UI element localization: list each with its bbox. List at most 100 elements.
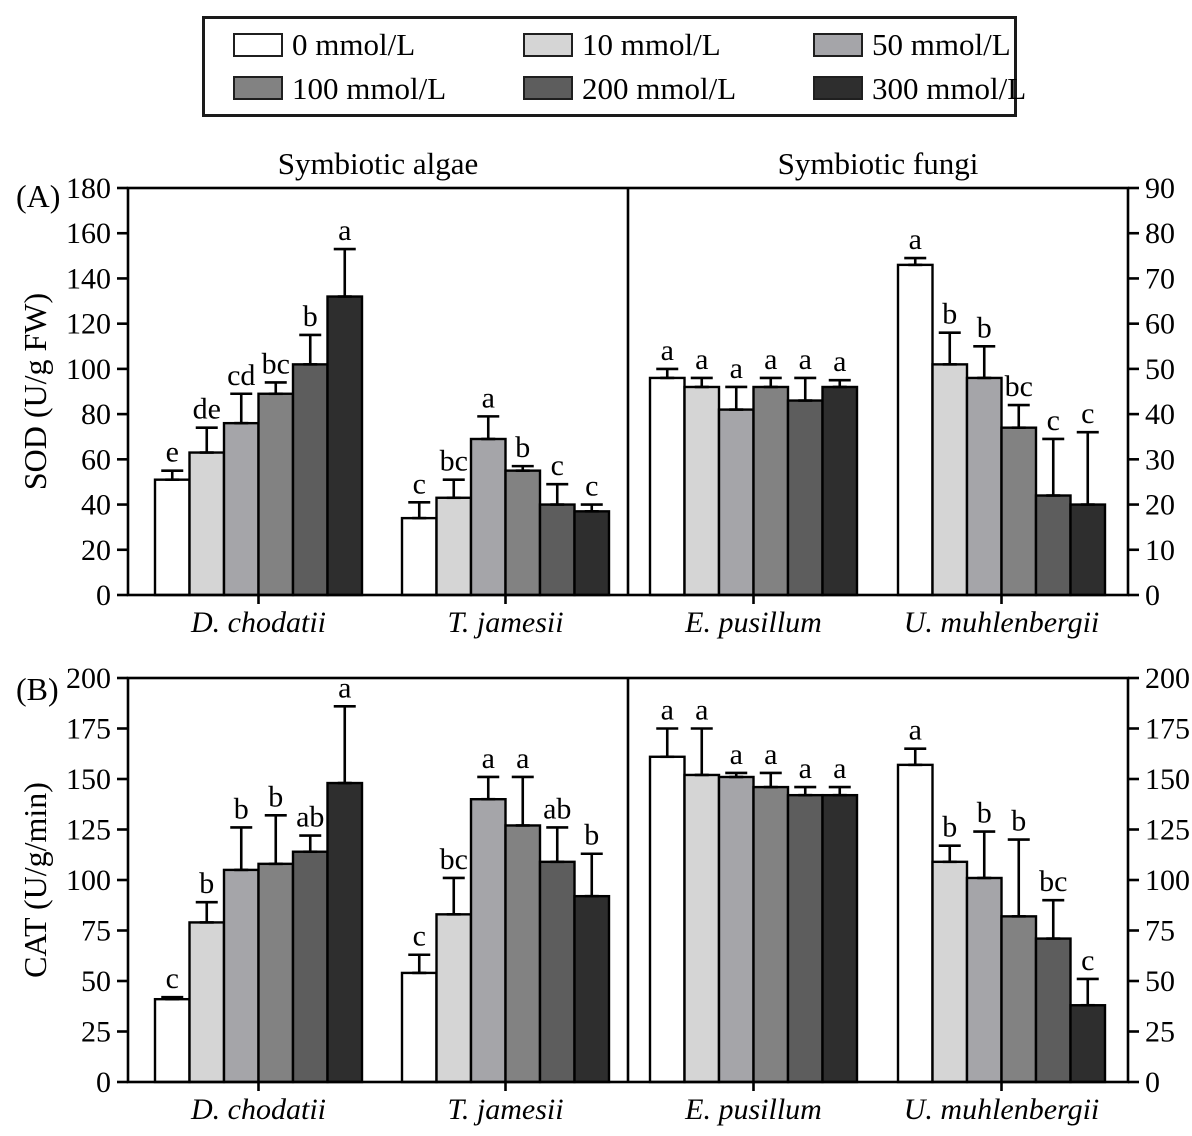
species-label: U. muhlenbergii [904,606,1100,639]
sig-letter: a [661,694,674,727]
y-tick-label-left: 40 [81,489,111,522]
bar [469,798,507,1084]
y-tick-label-left: 100 [66,864,111,897]
sig-letter: a [695,343,708,376]
legend-label: 300 mmol/L [872,70,1027,106]
y-tick-label-left: 180 [66,172,111,205]
sig-letter: ab [543,792,571,825]
sig-letter: c [413,467,426,500]
bar [965,876,1003,1084]
bar [717,408,755,597]
y-tick-label-right: 90 [1145,172,1175,205]
sig-letter: b [942,298,957,331]
section-title: Symbiotic algae [278,146,479,181]
legend-label: 100 mmol/L [292,70,447,106]
sig-letter: bc [1005,370,1033,403]
y-tick-label-right: 100 [1145,864,1190,897]
sig-letter: b [268,780,283,813]
y-tick-label-left: 0 [96,1066,111,1099]
species-label: E. pusillum [684,606,822,639]
y-tick-label-right: 75 [1145,915,1175,948]
bar [752,385,790,597]
sig-letter: a [338,214,351,247]
sig-letter: c [166,962,179,995]
sig-letter: ab [296,801,324,834]
legend-swatch [523,76,573,101]
sig-letter: bc [1039,865,1067,898]
y-tick-label-right: 0 [1145,579,1160,612]
bar [435,496,473,597]
y-tick-label-right: 25 [1145,1016,1175,1049]
bar [222,421,260,597]
bar [1034,494,1072,597]
legend-item: 50 mmol/L [813,29,1026,60]
sig-letter: c [1047,404,1060,437]
y-tick-label-right: 30 [1145,443,1175,476]
bar [400,971,438,1084]
bar [188,921,226,1084]
y-tick-label-left: 200 [66,662,111,695]
sig-letter: a [695,694,708,727]
legend-label: 0 mmol/L [292,27,416,63]
species-label: E. pusillum [684,1093,822,1126]
sig-letter: a [730,352,743,385]
sig-letter: bc [262,347,290,380]
legend-swatch [523,32,573,57]
bar [573,510,611,597]
y-tick-label-left: 60 [81,443,111,476]
sig-letter: b [515,431,530,464]
y-tick-label-left: 75 [81,915,111,948]
sig-letter: a [799,752,812,785]
bar [931,363,969,597]
sig-letter: c [1081,944,1094,977]
sig-letter: a [909,223,922,256]
y-tick-label-right: 200 [1145,662,1190,695]
sig-letter: b [977,311,992,344]
bar [573,894,611,1084]
legend-swatch [233,32,283,57]
bar [717,775,755,1084]
y-tick-label-left: 125 [66,814,111,847]
legend-swatch [813,32,863,57]
y-tick-label-right: 150 [1145,763,1190,796]
bar [222,868,260,1084]
sig-letter: cd [227,359,255,392]
y-axis-title: SOD (U/g FW) [17,293,53,490]
bar [257,862,295,1084]
legend-label: 10 mmol/L [582,27,721,63]
bar [821,793,859,1084]
sig-letter: b [234,792,249,825]
y-tick-label-left: 160 [66,217,111,250]
sig-letter: b [303,300,318,333]
sig-letter: bc [440,843,468,876]
y-tick-label-right: 60 [1145,308,1175,341]
legend-item: 300 mmol/L [813,73,1026,104]
y-tick-label-right: 10 [1145,534,1175,567]
sig-letter: a [833,752,846,785]
sig-letter: a [661,334,674,367]
sig-letter: de [193,393,221,426]
sig-letter: a [909,714,922,747]
y-tick-label-left: 20 [81,534,111,567]
y-tick-label-right: 0 [1145,1066,1160,1099]
species-label: D. chodatii [190,606,326,639]
legend-swatch [813,76,863,101]
y-tick-label-right: 80 [1145,217,1175,250]
bar [683,773,721,1084]
bar [504,469,542,597]
sig-letter: b [584,819,599,852]
sig-letter: bc [440,445,468,478]
y-tick-label-left: 140 [66,262,111,295]
bar [786,399,824,597]
bar [1034,937,1072,1084]
bar [1069,503,1107,597]
bar [896,763,934,1084]
sig-letter: a [482,381,495,414]
bar [326,295,364,597]
legend-item: 10 mmol/L [523,29,813,60]
bar [752,785,790,1084]
bar [504,824,542,1084]
